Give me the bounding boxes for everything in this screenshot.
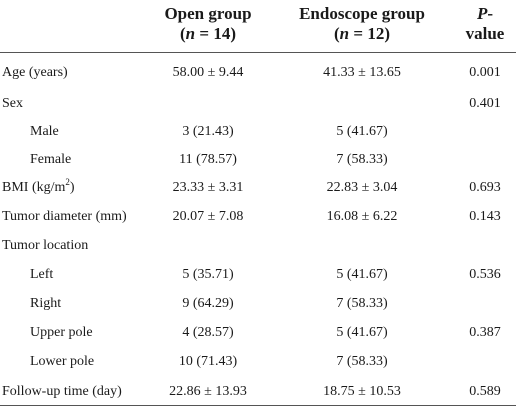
row-label: Tumor location <box>2 238 89 253</box>
table-cell: 9 (64.29) <box>182 296 234 311</box>
row-label: Female <box>30 152 72 167</box>
row-label: BMI (kg/m2) <box>2 177 75 196</box>
table-cell: 0.536 <box>469 267 501 282</box>
row-label: Male <box>30 124 59 139</box>
table-cell: 5 (41.67) <box>336 124 388 139</box>
table-cell: 58.00 ± 9.44 <box>172 65 244 80</box>
row-label: Left <box>30 267 54 282</box>
text: ( <box>334 24 340 43</box>
row-label: Upper pole <box>30 325 93 340</box>
header-line: value <box>465 24 505 43</box>
text: = 14) <box>195 24 236 43</box>
superscript: 2 <box>65 177 70 187</box>
table-cell: 5 (35.71) <box>182 267 234 282</box>
text: ( <box>179 24 186 43</box>
table-cell: 0.401 <box>469 96 501 111</box>
table-cell: 11 (78.57) <box>179 152 237 167</box>
table-cell: 0.693 <box>469 180 501 195</box>
table-cell: 10 (71.43) <box>178 354 238 369</box>
text: - <box>487 4 494 23</box>
row-label: Lower pole <box>30 354 95 369</box>
text: BMI (kg/m <box>2 180 66 195</box>
table-cell: 22.83 ± 3.04 <box>326 180 398 195</box>
column-header: Open group (n = 14) <box>164 4 251 44</box>
header-line: Endoscope group <box>299 4 425 23</box>
table-cell: 7 (58.33) <box>336 354 388 369</box>
table-cell: 41.33 ± 13.65 <box>323 65 401 80</box>
text: = 12) <box>349 24 390 43</box>
header-rule <box>0 52 516 53</box>
header-line: (n = 14) <box>164 24 251 44</box>
table-cell: 5 (41.67) <box>336 267 388 282</box>
header-line: P- <box>466 4 505 24</box>
table-cell: 0.589 <box>469 384 501 399</box>
table-cell: 7 (58.33) <box>336 152 388 167</box>
row-label: Right <box>30 296 62 311</box>
row-label: Sex <box>2 96 23 111</box>
row-label: Follow-up time (day) <box>2 384 122 399</box>
table-cell: 20.07 ± 7.08 <box>172 209 244 224</box>
table-cell: 23.33 ± 3.31 <box>172 180 244 195</box>
italic-text: n <box>185 24 196 43</box>
row-label: Tumor diameter (mm) <box>2 209 127 224</box>
table-cell: 16.08 ± 6.22 <box>326 209 398 224</box>
header-line: (n = 12) <box>299 24 425 44</box>
table-cell: 18.75 ± 10.53 <box>323 384 401 399</box>
table-cell: 0.001 <box>469 65 501 80</box>
table-cell: 4 (28.57) <box>182 325 234 340</box>
column-header: Endoscope group (n = 12) <box>299 4 425 44</box>
table-cell: 0.387 <box>469 325 501 340</box>
table-cell: 22.86 ± 13.93 <box>169 384 247 399</box>
italic-text: P <box>476 4 488 23</box>
italic-text: n <box>339 24 350 43</box>
table-cell: 5 (41.67) <box>336 325 388 340</box>
text: ) <box>69 180 75 195</box>
table-cell: 0.143 <box>469 209 501 224</box>
column-header: P-value <box>466 4 505 44</box>
table-cell: 3 (21.43) <box>182 124 234 139</box>
table-cell: 7 (58.33) <box>336 296 388 311</box>
header-line: Open group <box>164 4 252 23</box>
row-label: Age (years) <box>2 65 68 80</box>
